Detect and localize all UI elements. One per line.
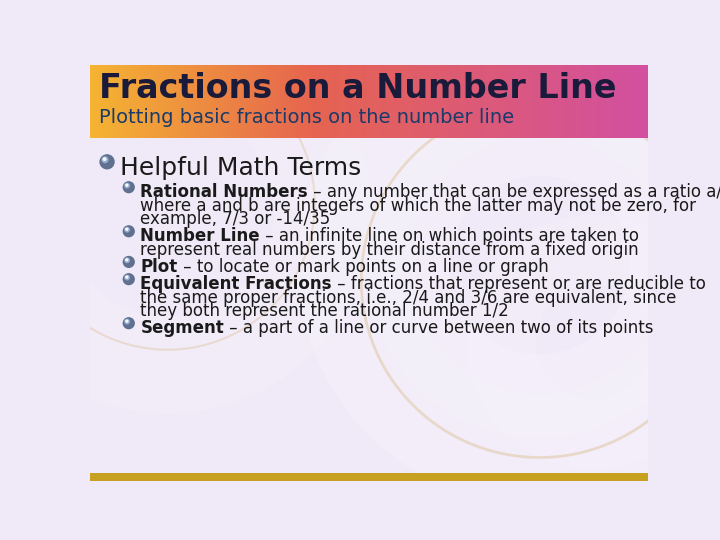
Text: Number Line: Number Line: [140, 227, 260, 245]
Text: – a part of a line or curve between two of its points: – a part of a line or curve between two …: [224, 319, 654, 338]
Circle shape: [126, 228, 128, 230]
Text: Plot: Plot: [140, 258, 178, 276]
Text: – an infinite line on which points are taken to: – an infinite line on which points are t…: [260, 227, 639, 245]
Circle shape: [123, 182, 134, 193]
Circle shape: [123, 318, 134, 329]
Circle shape: [125, 319, 130, 324]
Text: they both represent the rational number 1/2: they both represent the rational number …: [140, 302, 509, 320]
Circle shape: [102, 157, 108, 163]
Circle shape: [125, 184, 130, 188]
Circle shape: [123, 274, 134, 285]
Circle shape: [126, 276, 128, 278]
Circle shape: [125, 227, 130, 232]
Circle shape: [123, 256, 134, 267]
Text: – any number that can be expressed as a ratio a/b,: – any number that can be expressed as a …: [308, 184, 720, 201]
Circle shape: [126, 320, 128, 322]
Text: example, 7/3 or -14/35: example, 7/3 or -14/35: [140, 210, 330, 228]
Circle shape: [100, 155, 114, 168]
Circle shape: [104, 158, 106, 160]
Text: represent real numbers by their distance from a fixed origin: represent real numbers by their distance…: [140, 241, 639, 259]
Text: Rational Numbers: Rational Numbers: [140, 184, 308, 201]
Bar: [90, 473, 648, 481]
Circle shape: [123, 226, 134, 237]
Circle shape: [125, 258, 130, 262]
Text: Segment: Segment: [140, 319, 224, 338]
Text: Plotting basic fractions on the number line: Plotting basic fractions on the number l…: [99, 108, 514, 127]
Circle shape: [125, 275, 130, 280]
Text: the same proper fractions, i.e., 2/4 and 3/6 are equivalent, since: the same proper fractions, i.e., 2/4 and…: [140, 289, 677, 307]
Text: Equivalent Fractions: Equivalent Fractions: [140, 275, 332, 293]
Text: where a and b are integers of which the latter may not be zero, for: where a and b are integers of which the …: [140, 197, 696, 215]
Text: Helpful Math Terms: Helpful Math Terms: [120, 156, 361, 180]
Text: – to locate or mark points on a line or graph: – to locate or mark points on a line or …: [178, 258, 549, 276]
Text: Fractions on a Number Line: Fractions on a Number Line: [99, 72, 617, 105]
Text: – fractions that represent or are reducible to: – fractions that represent or are reduci…: [332, 275, 706, 293]
Circle shape: [126, 259, 128, 261]
Circle shape: [126, 184, 128, 186]
